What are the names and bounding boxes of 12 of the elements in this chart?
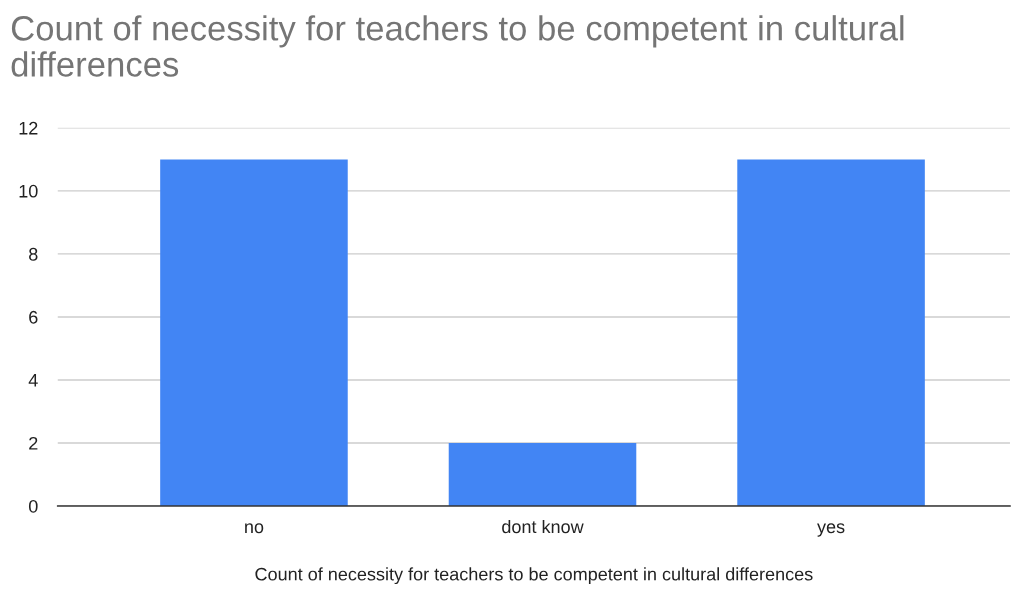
x-tick-label: no — [245, 523, 264, 534]
y-tick-label: 4 — [28, 374, 38, 387]
y-tick-label: 12 — [19, 121, 38, 135]
y-tick-label: 2 — [29, 436, 38, 450]
x-tick-label: yes — [817, 523, 845, 537]
y-tick-label: 8 — [29, 247, 38, 261]
chart-title: Count of necessity for teachers to be competent in cultural differences — [11, 15, 904, 77]
y-tick-label: 6 — [29, 310, 38, 324]
x-tick-label: dont know — [502, 519, 584, 534]
y-tick-label: 10 — [19, 184, 38, 198]
x-axis-title: Count of necessity for teachers to be competent in cultural differences — [255, 567, 813, 585]
y-tick-label: 0 — [28, 499, 38, 513]
